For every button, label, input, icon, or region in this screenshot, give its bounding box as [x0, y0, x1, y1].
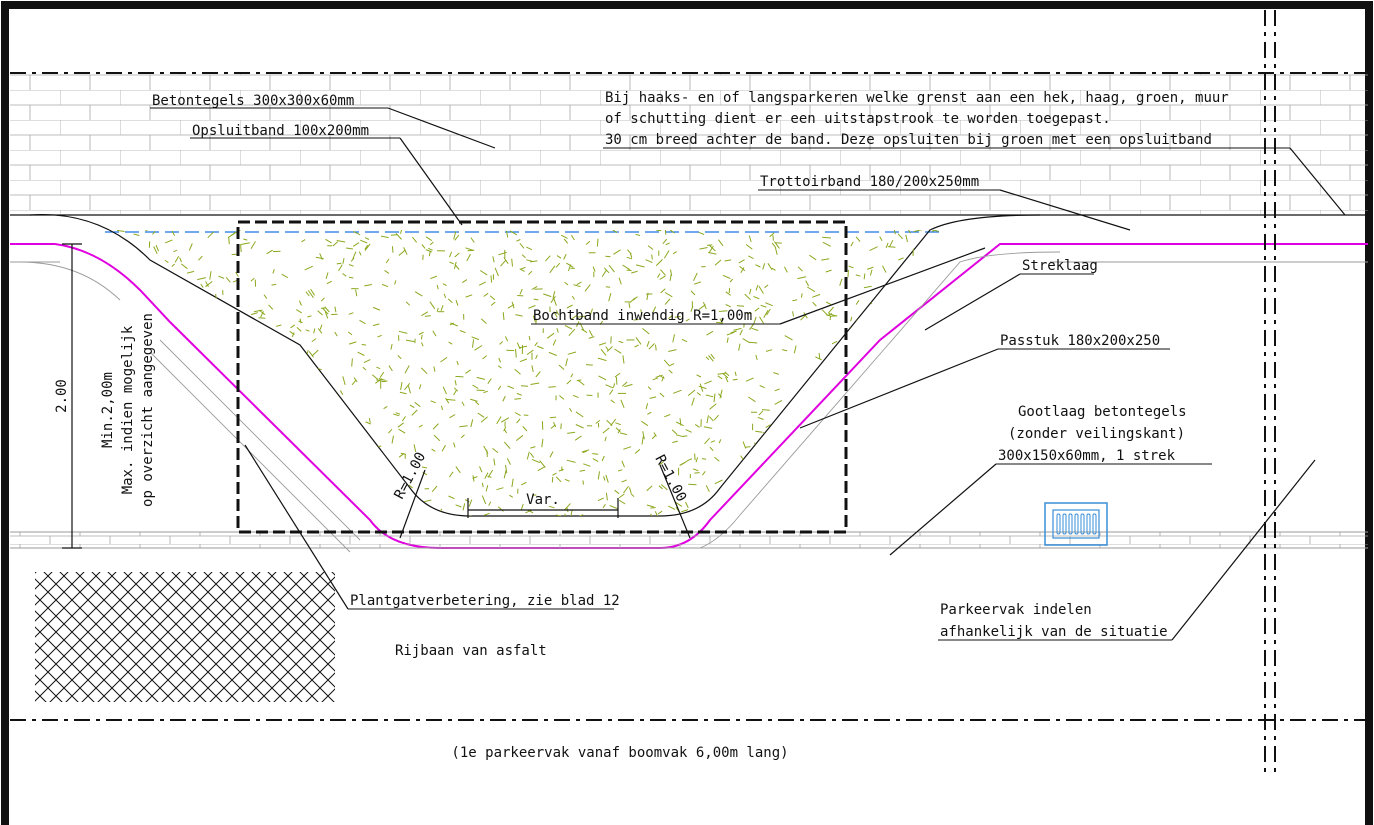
streklaag-label: Streklaag	[1022, 258, 1098, 274]
var-label: Var.	[526, 492, 560, 508]
bochtband-label: Bochtband inwendig R=1,00m	[533, 308, 752, 324]
asphalt-hatch	[35, 572, 335, 702]
note-line-3: 30 cm breed achter de band. Deze opsluit…	[605, 132, 1212, 148]
plantgat-label: Plantgatverbetering, zie blad 12	[350, 593, 620, 609]
plantgat-improvement-box	[236, 220, 848, 534]
grass-planting-area	[105, 230, 940, 516]
parkeervak-line-1: Parkeervak indelen	[940, 602, 1092, 618]
gootlaag-line-2: (zonder veilingskant)	[1008, 426, 1185, 442]
inner-curb-left	[29, 213, 620, 517]
dimension-200-label: 2.00	[54, 379, 70, 413]
radius-right-label: R=1.00	[651, 452, 689, 504]
radius-left-label: R=1.00	[391, 450, 429, 502]
betontegels-label: Betontegels 300x300x60mm	[152, 93, 354, 109]
rijbaan-label: Rijbaan van asfalt	[395, 643, 547, 659]
parkeervak-line-2: afhankelijk van de situatie	[940, 624, 1168, 640]
inner-curb-right	[620, 214, 1041, 517]
passtuk-label: Passtuk 180x200x250	[1000, 333, 1160, 349]
gootlaag-line-3: 300x150x60mm, 1 strek	[998, 448, 1176, 464]
footer-note: (1e parkeervak vanaf boomvak 6,00m lang)	[451, 745, 788, 761]
min-width-line2: Max. indien mogelijk	[120, 325, 136, 494]
gootlaag-line-1: Gootlaag betontegels	[1018, 404, 1187, 420]
street-drain-grate-icon	[1044, 502, 1108, 546]
min-width-line3: op overzicht aangegeven	[140, 313, 156, 507]
trottoirband-label: Trottoirband 180/200x250mm	[760, 174, 979, 190]
opsluitband-label: Opsluitband 100x200mm	[192, 123, 369, 139]
note-line-2: of schutting dient er een uitstapstrook …	[605, 111, 1111, 127]
note-line-1: Bij haaks- en of langsparkeren welke gre…	[605, 90, 1229, 106]
min-width-line1: Min.2,00m	[100, 372, 116, 448]
gutter-arc-left	[19, 261, 121, 301]
sidewalk-tiles	[10, 74, 1368, 214]
gutter-tiles	[10, 532, 1368, 548]
